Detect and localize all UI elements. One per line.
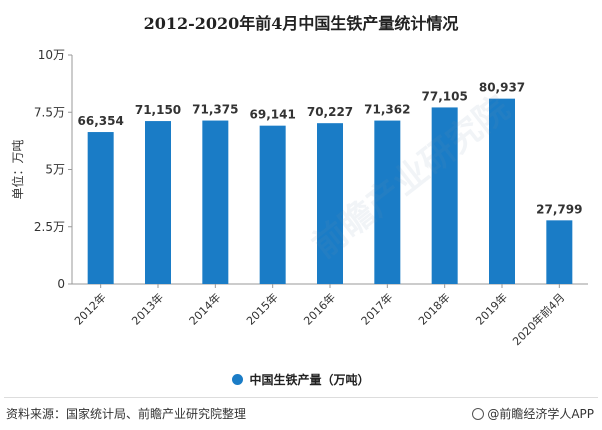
bar [202,120,229,285]
brand-credit: @前瞻经济学人APP [472,405,594,422]
bar [87,132,114,284]
data-label: 71,375 [192,103,238,117]
x-tick-label: 2014年 [186,290,223,327]
x-tick-label: 2017年 [358,290,395,327]
x-tick-label: 2012年 [71,290,108,327]
x-tick-label: 2013年 [129,290,166,327]
brand-icon [472,408,485,420]
data-label: 80,937 [479,81,525,95]
y-tick-label: 0 [57,277,65,291]
legend-marker [232,374,244,385]
x-tick-label: 2019年 [473,290,510,327]
bar [431,107,458,284]
brand-text: @前瞻经济学人APP [487,407,594,421]
source-note: 资料来源：国家统计局、前瞻产业研究院整理 [6,407,247,421]
bar [374,120,401,284]
data-label: 71,362 [364,103,410,117]
data-label: 69,141 [250,108,296,122]
bar [317,123,343,284]
legend-label: 中国生铁产量（万吨） [249,373,370,387]
footer-divider [4,397,598,398]
y-axis-title: 单位：万吨 [10,139,25,199]
y-tick-label: 5万 [45,163,65,177]
data-label: 66,354 [78,114,124,128]
x-tick-label: 2018年 [415,290,452,327]
chart-legend: 中国生铁产量（万吨） [0,371,602,388]
chart-title: 2012-2020年前4月中国生铁产量统计情况 [143,14,459,33]
x-tick-label: 2016年 [301,290,338,327]
x-tick-label: 2015年 [243,290,280,327]
bar [489,98,515,284]
bar [546,220,573,284]
x-tick-label: 2020年前4月 [509,290,567,348]
data-label: 77,105 [422,89,468,103]
y-tick-label: 10万 [38,48,65,62]
data-label: 70,227 [307,105,353,119]
bar [145,121,171,284]
bar [259,125,286,284]
y-tick-label: 7.5万 [34,105,65,119]
data-label: 71,150 [135,103,181,117]
y-tick-label: 2.5万 [34,220,65,234]
data-label: 27,799 [536,202,582,216]
